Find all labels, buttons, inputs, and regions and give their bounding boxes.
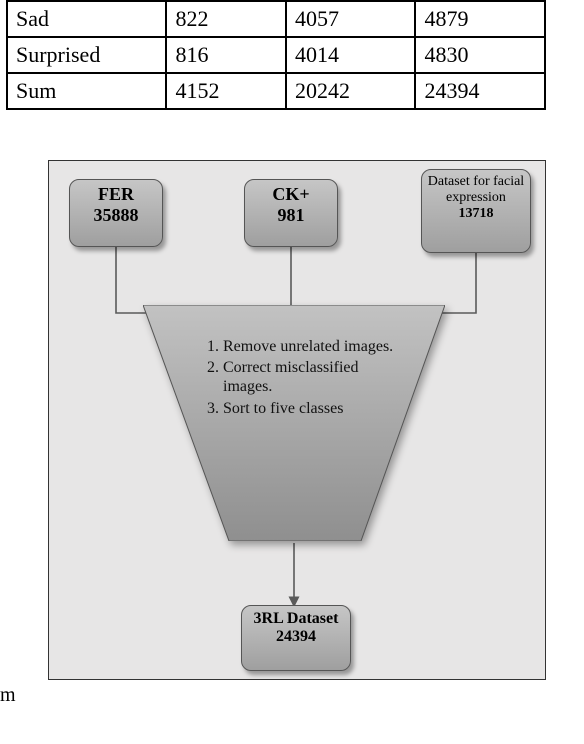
- cell-c1: 4152: [166, 73, 285, 109]
- cell-label: Surprised: [7, 37, 166, 73]
- footer-fragment: m: [0, 684, 584, 707]
- table-row: Sad 822 4057 4879: [7, 1, 545, 37]
- cell-c2: 20242: [286, 73, 416, 109]
- node-dfe-title: Dataset for facial expression: [424, 174, 528, 206]
- funnel-steps: Remove unrelated images. Correct misclas…: [201, 337, 401, 420]
- cell-c1: 822: [166, 1, 285, 37]
- node-dfe-value: 13718: [424, 206, 528, 222]
- node-output: 3RL Dataset 24394: [241, 605, 351, 671]
- funnel-step: Correct misclassified images.: [223, 358, 401, 396]
- node-fer: FER 35888: [69, 179, 163, 247]
- node-ck: CK+ 981: [244, 179, 338, 247]
- node-fer-title: FER: [72, 184, 160, 205]
- flow-diagram: FER 35888 CK+ 981 Dataset for facial exp…: [48, 160, 546, 680]
- cell-c3: 4830: [415, 37, 545, 73]
- node-output-title: 3RL Dataset: [244, 610, 348, 628]
- table-row: Sum 4152 20242 24394: [7, 73, 545, 109]
- cell-c2: 4057: [286, 1, 416, 37]
- cell-c2: 4014: [286, 37, 416, 73]
- cell-c3: 24394: [415, 73, 545, 109]
- node-output-value: 24394: [244, 628, 348, 646]
- cell-c3: 4879: [415, 1, 545, 37]
- cell-label: Sum: [7, 73, 166, 109]
- cell-c1: 816: [166, 37, 285, 73]
- node-dfe: Dataset for facial expression 13718: [421, 169, 531, 253]
- cell-label: Sad: [7, 1, 166, 37]
- funnel-step: Remove unrelated images.: [223, 337, 401, 356]
- node-ck-value: 981: [247, 205, 335, 226]
- node-fer-value: 35888: [72, 205, 160, 226]
- node-ck-title: CK+: [247, 184, 335, 205]
- table-row: Surprised 816 4014 4830: [7, 37, 545, 73]
- data-table: Sad 822 4057 4879 Surprised 816 4014 483…: [6, 0, 546, 110]
- funnel-step: Sort to five classes: [223, 399, 401, 418]
